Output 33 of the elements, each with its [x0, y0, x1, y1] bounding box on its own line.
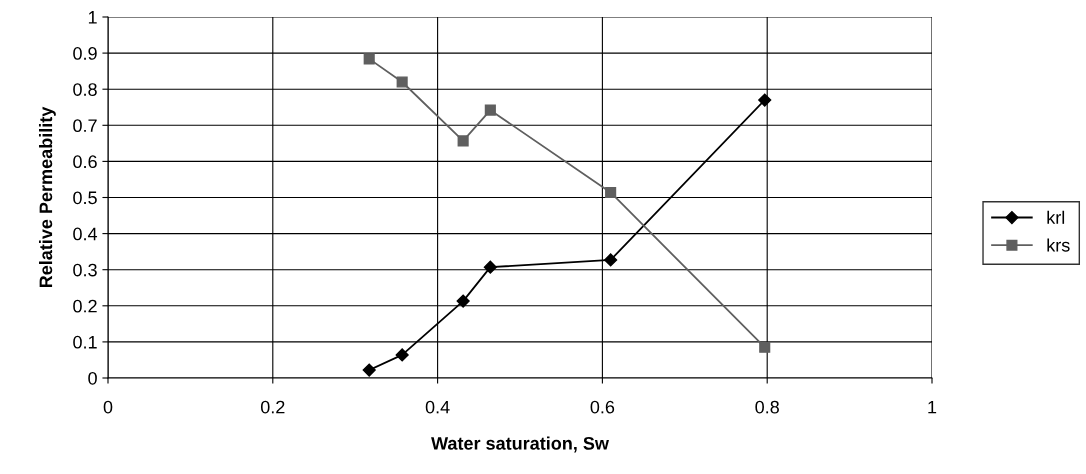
point — [395, 348, 409, 362]
y-tick-label: 0.9 — [73, 47, 97, 60]
x-tick-label: 0.6 — [590, 400, 615, 414]
x-axis-title: Water saturation, Sw — [431, 436, 609, 453]
y-tick-label: 1 — [88, 11, 97, 24]
x-tick-label: 1 — [928, 400, 937, 414]
y-tick-label: 0.2 — [73, 299, 97, 313]
legend-label: krs — [1047, 238, 1070, 252]
point — [758, 93, 772, 107]
point — [483, 260, 497, 274]
y-tick-label: 0.5 — [73, 191, 97, 205]
y-tick-label: 0.3 — [73, 263, 97, 277]
point — [604, 253, 618, 267]
y-tick-label: 0 — [88, 371, 97, 385]
point — [484, 104, 496, 116]
x-tick-label: 0.8 — [755, 400, 779, 414]
point — [456, 294, 470, 308]
legend-label: krl — [1047, 210, 1065, 224]
y-tick-label: 0.4 — [73, 227, 98, 241]
x-tick-label: 0 — [103, 400, 113, 414]
point — [605, 186, 617, 199]
x-tick-label: 0.2 — [260, 400, 285, 414]
x-tick-label: 0.4 — [425, 400, 450, 414]
y-tick-label: 0.7 — [73, 119, 97, 133]
point — [362, 363, 376, 377]
point — [759, 341, 771, 353]
point — [457, 135, 469, 147]
y-tick-label: 0.1 — [73, 335, 97, 349]
point — [363, 53, 375, 65]
y-axis-title: Relative Permeability — [38, 106, 56, 288]
y-tick-label: 0.6 — [73, 155, 97, 169]
y-tick-label: 0.8 — [73, 83, 97, 96]
point — [396, 76, 408, 88]
